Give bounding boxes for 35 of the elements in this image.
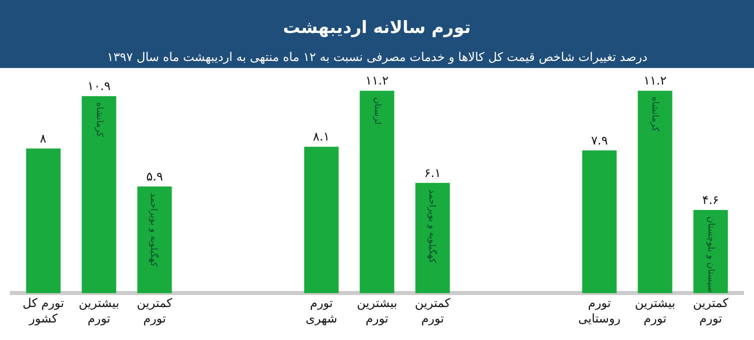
annotation: کرمانشاه <box>650 96 660 132</box>
x-tick-label: کمترین تورم <box>414 296 451 326</box>
chart-subtitle: درصد تغییرات شاخص قیمت کل کالاها و خدمات مصرفی نسبت به ۱۲ ماه منتهی به اردیبهشت ماه سال ۱۳۹۷ <box>107 50 648 64</box>
data-label: ۱۱.۲ <box>365 74 389 88</box>
x-tick-label: بیشترین تورم <box>356 296 398 326</box>
x-tick-label: تورم کل کشور <box>22 296 64 326</box>
data-label: ۸ <box>40 132 47 146</box>
x-tick-label: کمترین تورم <box>692 296 729 326</box>
x-tick-label: تورم روستایی <box>578 296 621 326</box>
bar <box>693 210 728 294</box>
data-label: ۱۱.۲ <box>643 74 667 88</box>
x-tick-label: تورم شهری <box>306 296 338 326</box>
x-tick-label: کمترین تورم <box>136 296 173 326</box>
annotation: کرمانشاه <box>94 102 104 138</box>
data-label: ۵.۹ <box>146 170 163 184</box>
annotation: لرستان <box>372 97 382 125</box>
annotation: کهگیلویه و بویراحمد <box>148 192 160 268</box>
data-label: ۷.۹ <box>591 133 608 148</box>
chart-title: تورم سالانه اردیبهشت <box>283 18 471 38</box>
x-tick-label: بیشترین تورم <box>634 296 676 326</box>
bar <box>582 150 617 294</box>
data-label: ۴.۶ <box>702 193 719 207</box>
data-label: ۱۰.۹ <box>87 79 111 94</box>
bar <box>137 186 172 294</box>
data-label: ۶.۱ <box>424 166 441 180</box>
bar <box>304 146 339 294</box>
data-label: ۸.۱ <box>313 130 330 144</box>
bar <box>415 182 450 294</box>
annotation: کهگیلویه و بویراحمد <box>426 189 438 264</box>
bar <box>82 96 116 294</box>
annotation: سیستان و بلوچستان <box>706 216 716 293</box>
bar <box>638 90 672 294</box>
bar <box>26 148 61 294</box>
bar <box>360 90 394 294</box>
x-tick-label: بیشترین تورم <box>78 296 120 326</box>
